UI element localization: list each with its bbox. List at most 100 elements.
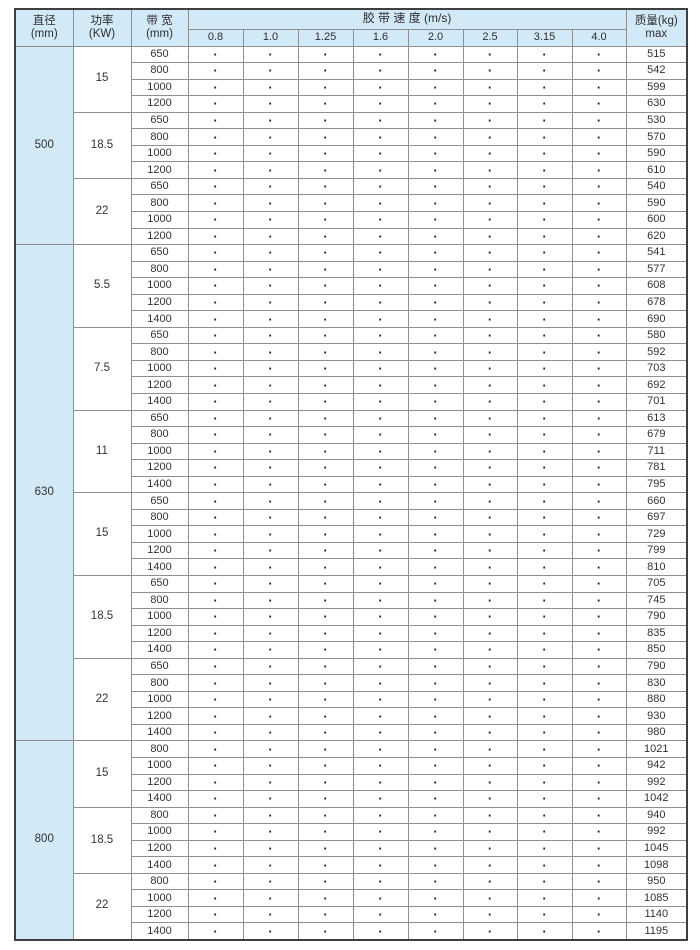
- speed-dot-cell-2.0: ·: [407, 558, 464, 576]
- belt-width-cell: 800: [130, 591, 189, 610]
- belt-width-cell: 1000: [130, 525, 189, 543]
- max-mass-cell: 1085: [625, 889, 688, 907]
- speed-dot-cell-2.5: ·: [462, 210, 518, 229]
- speed-dot-cell-2.5: ·: [462, 508, 518, 527]
- speed-dot-cell-1.6: ·: [352, 111, 409, 130]
- max-mass-cell: 745: [625, 591, 688, 610]
- belt-width-cell: 1200: [130, 95, 189, 113]
- table-row: 1400 · · · · · · · · 850: [15, 641, 688, 659]
- speed-dot-cell-2.0: ·: [407, 624, 464, 643]
- speed-dot-cell-4.0: ·: [571, 608, 627, 626]
- belt-width-cell: 1000: [130, 277, 189, 295]
- belt-width-cell: 1400: [130, 856, 189, 874]
- speed-dot-cell-3.15: ·: [516, 889, 573, 907]
- speed-dot-cell-1.0: ·: [242, 260, 299, 279]
- belt-width-cell: 800: [130, 343, 189, 361]
- speed-dot-cell-1.25: ·: [297, 359, 354, 378]
- belt-width-cell: 800: [130, 806, 189, 825]
- max-mass-cell: 610: [625, 161, 688, 179]
- speed-dot-cell-2.5: ·: [462, 541, 518, 560]
- speed-dot-cell-2.5: ·: [462, 343, 518, 361]
- max-mass-cell: 810: [625, 558, 688, 576]
- speed-dot-cell-2.5: ·: [462, 194, 518, 212]
- speed-dot-cell-2.5: ·: [462, 293, 518, 312]
- table-row: 1400 · · · · · · · · 1098: [15, 856, 688, 874]
- speed-dot-cell-2.0: ·: [407, 95, 464, 113]
- header-diameter-unit: (mm): [30, 27, 58, 40]
- max-mass-cell: 697: [625, 508, 688, 527]
- speed-dot-cell-4.0: ·: [571, 872, 627, 891]
- speed-dot-cell-3.15: ·: [516, 757, 573, 775]
- speed-dot-cell-3.15: ·: [516, 475, 573, 494]
- speed-dot-cell-2.5: ·: [462, 359, 518, 378]
- speed-dot-cell-1.25: ·: [297, 624, 354, 643]
- speed-dot-cell-2.0: ·: [407, 608, 464, 626]
- speed-dot-cell-1.25: ·: [297, 293, 354, 312]
- belt-width-cell: 1400: [130, 310, 189, 328]
- speed-dot-cell-1.6: ·: [352, 343, 409, 361]
- speed-dot-cell-2.5: ·: [462, 558, 518, 576]
- table-row: 1400 · · · · · · · · 795: [15, 475, 688, 494]
- belt-width-cell: 1400: [130, 922, 189, 941]
- header-speed-2.5: 2.5: [462, 28, 518, 47]
- speed-dot-cell-0.8: ·: [187, 905, 244, 924]
- table-row: 1200 · · · · · · · · 799: [15, 541, 688, 560]
- speed-dot-cell-1.0: ·: [242, 459, 299, 477]
- speed-dot-cell-0.8: ·: [187, 227, 244, 246]
- speed-dot-cell-2.5: ·: [462, 95, 518, 113]
- speed-dot-cell-1.6: ·: [352, 806, 409, 825]
- speed-dot-cell-1.6: ·: [352, 575, 409, 593]
- max-mass-cell: 1140: [625, 905, 688, 924]
- speed-dot-cell-1.6: ·: [352, 475, 409, 494]
- speed-dot-cell-0.8: ·: [187, 459, 244, 477]
- belt-width-cell: 650: [130, 492, 189, 510]
- speed-dot-cell-0.8: ·: [187, 78, 244, 97]
- max-mass-cell: 930: [625, 707, 688, 725]
- belt-width-cell: 1200: [130, 905, 189, 924]
- speed-dot-cell-0.8: ·: [187, 310, 244, 328]
- speed-dot-cell-1.0: ·: [242, 475, 299, 494]
- speed-dot-cell-1.25: ·: [297, 177, 354, 196]
- speed-dot-cell-1.6: ·: [352, 723, 409, 742]
- speed-dot-cell-3.15: ·: [516, 905, 573, 924]
- table-row: 800 · · · · · · · · 570: [15, 128, 688, 146]
- table-row: 630 5.5 650 · · · · · · · · 541: [14, 244, 688, 742]
- speed-dot-cell-0.8: ·: [187, 244, 244, 262]
- speed-dot-cell-0.8: ·: [187, 757, 244, 775]
- speed-dot-cell-2.0: ·: [407, 773, 464, 792]
- header-max-mass: 质量(kg) max: [625, 8, 688, 47]
- speed-dot-cell-3.15: ·: [516, 260, 573, 279]
- speed-dot-cell-1.6: ·: [352, 591, 409, 610]
- speed-dot-cell-2.5: ·: [462, 591, 518, 610]
- belt-width-cell: 1000: [130, 359, 189, 378]
- speed-dot-cell-0.8: ·: [187, 128, 244, 146]
- speed-dot-cell-1.6: ·: [352, 740, 409, 759]
- max-mass-cell: 690: [625, 310, 688, 328]
- belt-width-cell: 800: [130, 872, 189, 891]
- spec-table-body: 500 15 650 · · · · · · · · 515 800 · · · · · · · · 542 1000 · · ·…: [14, 45, 688, 941]
- belt-width-cell: 800: [130, 426, 189, 444]
- max-mass-cell: 620: [625, 227, 688, 246]
- speed-dot-cell-4.0: ·: [571, 392, 627, 411]
- speed-dot-cell-1.25: ·: [297, 409, 354, 428]
- speed-dot-cell-2.0: ·: [407, 128, 464, 146]
- speed-dot-cell-3.15: ·: [516, 326, 573, 345]
- speed-dot-cell-0.8: ·: [187, 326, 244, 345]
- speed-dot-cell-1.6: ·: [352, 823, 409, 841]
- power-cell: 18.5: [72, 111, 132, 179]
- speed-dot-cell-1.0: ·: [242, 326, 299, 345]
- speed-dot-cell-1.6: ·: [352, 45, 409, 64]
- speed-dot-cell-1.0: ·: [242, 806, 299, 825]
- speed-dot-cell-2.5: ·: [462, 409, 518, 428]
- speed-dot-cell-1.25: ·: [297, 839, 354, 858]
- speed-dot-cell-0.8: ·: [187, 641, 244, 659]
- speed-dot-cell-1.6: ·: [352, 277, 409, 295]
- speed-dot-cell-2.0: ·: [407, 177, 464, 196]
- belt-width-cell: 1000: [130, 78, 189, 97]
- speed-dot-cell-1.25: ·: [297, 376, 354, 394]
- speed-dot-cell-4.0: ·: [571, 508, 627, 527]
- speed-dot-cell-2.0: ·: [407, 227, 464, 246]
- table-row: 800 · · · · · · · · 577: [15, 260, 688, 279]
- speed-dot-cell-2.0: ·: [407, 326, 464, 345]
- max-mass-cell: 577: [625, 260, 688, 279]
